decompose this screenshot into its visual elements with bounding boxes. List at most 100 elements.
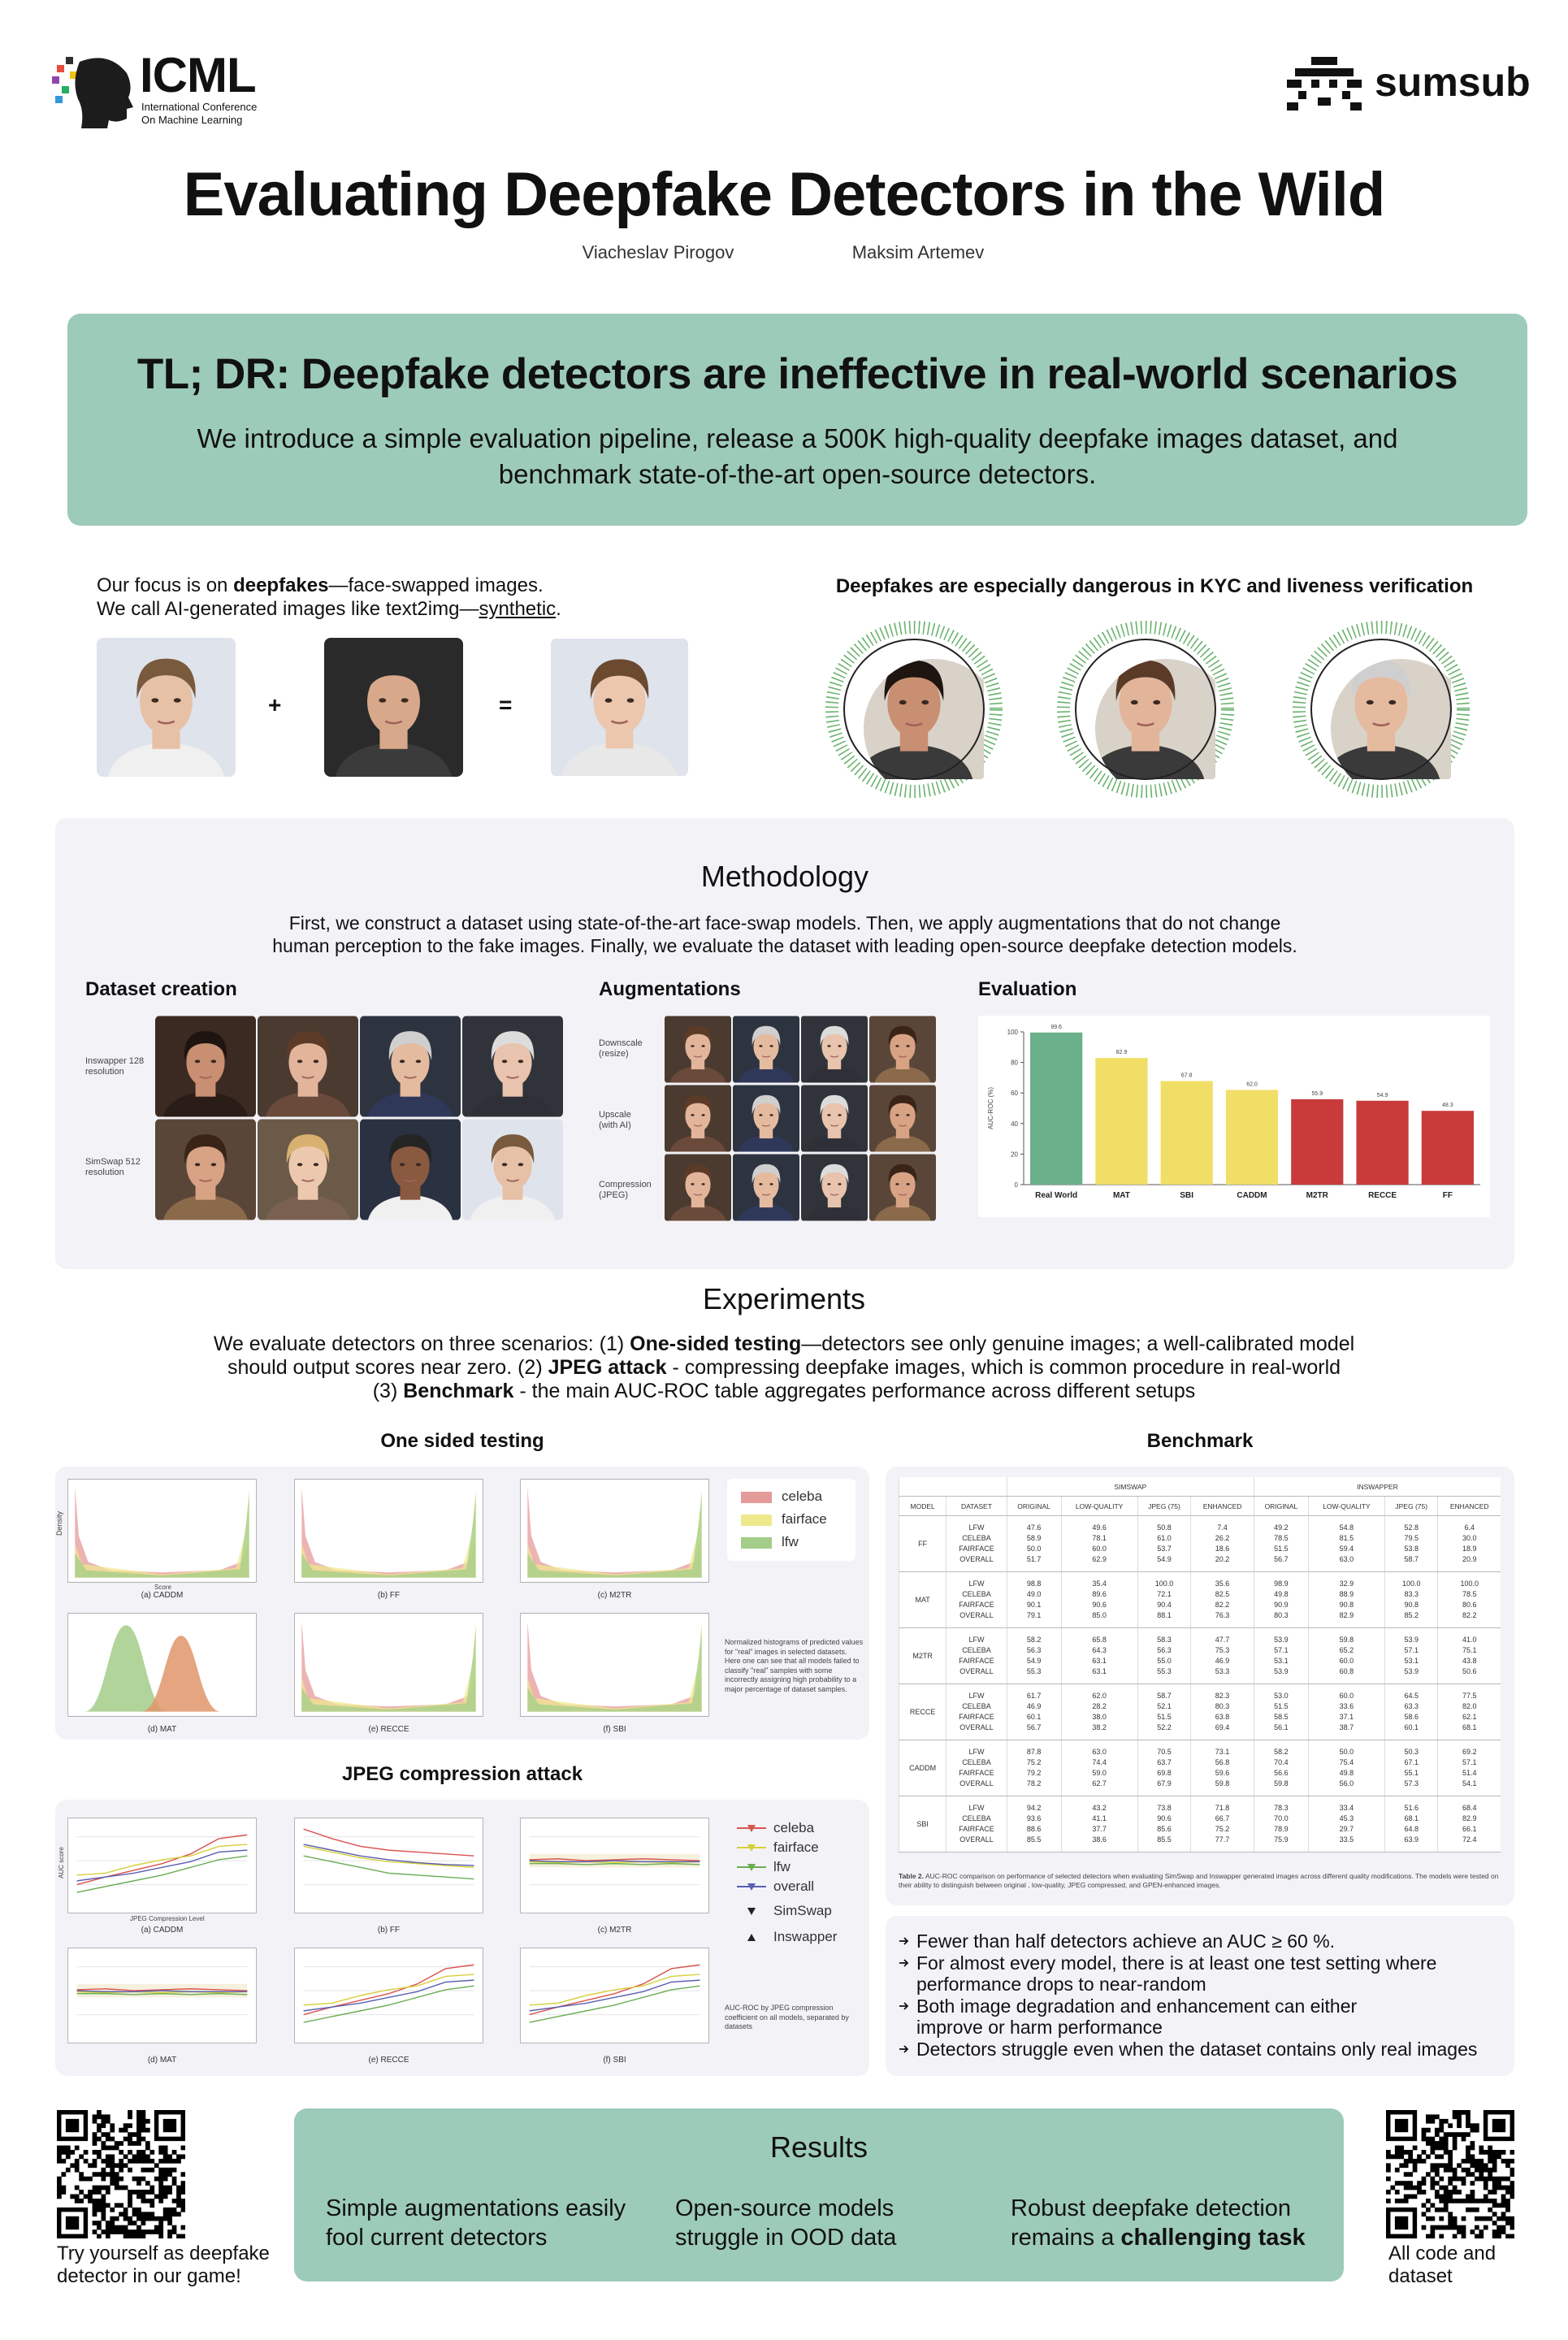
result-line: Simple augmentations easily — [326, 2195, 626, 2221]
arrow — [899, 1958, 909, 1967]
rect — [55, 96, 63, 103]
y-tick-label: 100 — [1007, 1029, 1019, 1036]
legend-label: fairface — [782, 1511, 827, 1527]
qr-module — [1470, 2158, 1475, 2164]
bar — [1291, 1098, 1344, 1185]
methodology-title: Methodology — [700, 860, 869, 893]
qr-module — [61, 2190, 67, 2195]
experiments-text: We evaluate detectors on three scenarios… — [0, 1332, 1568, 1403]
score: 49.8 — [1339, 1769, 1354, 1777]
line-plot — [520, 1818, 709, 1913]
score: 53.1 — [1274, 1657, 1289, 1665]
experiments-title: Experiments — [702, 1282, 866, 1315]
qr-module — [1510, 2225, 1514, 2230]
dataset-cell: LFW CELEBA FAIRFACE OVERALL — [946, 1571, 1007, 1628]
score: 100.0 — [1460, 1580, 1479, 1588]
score: 63.3 — [1404, 1702, 1419, 1710]
qr-module — [1439, 2163, 1445, 2169]
qr-module — [97, 2127, 102, 2133]
qr-module — [1434, 2127, 1440, 2133]
qr-module — [110, 2145, 115, 2151]
row-label: SimSwap 512 resolution — [85, 1157, 141, 1178]
score: 93.6 — [1026, 1814, 1042, 1822]
row-label-line: Compression — [599, 1180, 652, 1190]
qr-module — [1492, 2185, 1497, 2190]
qr-code[interactable] — [57, 2110, 185, 2238]
qr-module — [1448, 2225, 1453, 2230]
legend-swatch — [741, 1537, 772, 1549]
qr-module — [149, 2150, 155, 2155]
score: 6.4 — [1464, 1523, 1475, 1532]
qr-module — [145, 2118, 150, 2124]
icml-subtitle-line: On Machine Learning — [141, 114, 243, 126]
qr-module — [158, 2150, 164, 2155]
qr-module — [176, 2185, 181, 2190]
qr-module — [149, 2158, 155, 2164]
qr-module — [92, 2190, 97, 2195]
score-cell: 50.3 67.1 55.1 57.3 — [1384, 1740, 1438, 1796]
qr-module — [1505, 2203, 1510, 2208]
qr-caption-line: detector in our game! — [57, 2265, 241, 2287]
qr-module — [1439, 2225, 1445, 2230]
row-label-line: (JPEG) — [599, 1190, 629, 1200]
face-photo — [462, 1016, 563, 1117]
qr-module — [1457, 2225, 1462, 2230]
qr-module — [79, 2198, 84, 2204]
qr-module — [141, 2221, 146, 2225]
score: 60.8 — [1339, 1667, 1354, 1675]
group-header: INSWAPPER — [1253, 1477, 1501, 1497]
methodology-line: human perception to the fake images. Fin… — [272, 935, 1297, 956]
qr-module — [167, 2234, 172, 2238]
qr-module — [171, 2198, 177, 2204]
qr-finder — [65, 2216, 80, 2230]
qr-module — [1510, 2172, 1514, 2178]
qr-module — [171, 2212, 177, 2217]
line-plot — [294, 1818, 483, 1913]
score: 30.0 — [1462, 1534, 1477, 1542]
value-label: 82.9 — [1116, 1050, 1128, 1055]
qr-module — [97, 2207, 102, 2212]
score: 58.3 — [1157, 1636, 1172, 1644]
qr-module — [1390, 2154, 1396, 2160]
group-header-row: SIMSWAP INSWAPPER — [899, 1477, 1501, 1497]
y-tick-label: 40 — [1011, 1120, 1018, 1128]
score: 29.7 — [1339, 1825, 1354, 1833]
qr-module — [1403, 2158, 1409, 2164]
verification-ring — [1057, 621, 1234, 798]
score: 75.1 — [1462, 1646, 1477, 1654]
qr-module — [1448, 2198, 1453, 2204]
qr-module — [154, 2225, 159, 2230]
rect — [57, 65, 64, 72]
dataset-name: CELEBA — [962, 1758, 991, 1766]
qr-module — [1452, 2114, 1458, 2120]
qr-module — [1479, 2176, 1484, 2182]
qr-module — [149, 2190, 155, 2195]
qr-module — [110, 2176, 115, 2182]
face-photo — [462, 1120, 563, 1220]
qr-module — [128, 2136, 132, 2142]
dataset-sample — [462, 1016, 563, 1117]
qr-module — [79, 2190, 84, 2195]
qr-module — [110, 2181, 115, 2186]
model-name: FF — [898, 1515, 946, 1572]
x-tick-label: CADDM — [1237, 1191, 1267, 1200]
qr-module — [1461, 2216, 1466, 2221]
score: 65.8 — [1092, 1636, 1107, 1644]
qr-module — [1457, 2132, 1462, 2137]
qr-module — [65, 2145, 71, 2151]
qr-module — [1483, 2150, 1488, 2155]
score: 70.5 — [1157, 1748, 1172, 1756]
score-cell: 6.4 30.0 18.9 20.9 — [1437, 1515, 1501, 1572]
score-cell: 41.0 75.1 43.8 50.6 — [1437, 1627, 1501, 1684]
qr-module — [167, 2158, 172, 2164]
qr-code[interactable] — [1386, 2110, 1514, 2238]
legend-label: celeba — [782, 1488, 823, 1504]
group-header: SIMSWAP — [1006, 1477, 1254, 1497]
qr-module — [92, 2185, 97, 2190]
qr-module — [1470, 2127, 1475, 2133]
qr-module — [1430, 2118, 1436, 2124]
tldr-line: benchmark state-of-the-art open-source d… — [498, 459, 1097, 489]
score: 57.1 — [1274, 1646, 1289, 1654]
subsection-title: Augmentations — [599, 978, 741, 1000]
qr-module — [167, 2207, 172, 2212]
